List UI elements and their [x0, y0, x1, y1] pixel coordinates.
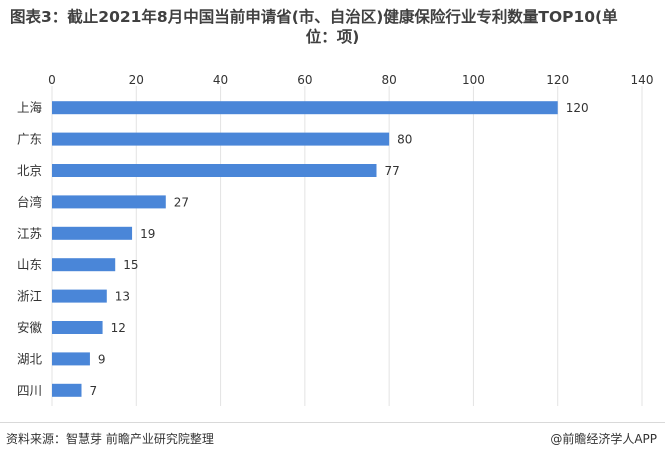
bars: [52, 101, 558, 397]
data-label: 7: [90, 384, 98, 398]
bar: [52, 101, 558, 115]
bar: [52, 321, 103, 334]
x-tick-label: 100: [462, 73, 485, 87]
data-label: 12: [111, 321, 126, 335]
data-label: 27: [174, 195, 189, 209]
chart-title-line-1: 图表3：截止2021年8月中国当前申请省(市、自治区)健康保险行业专利数量TOP…: [10, 8, 618, 26]
data-label: 77: [385, 164, 400, 178]
x-axis-ticks: 0 20 40 60 80 100 120 140: [48, 73, 653, 87]
data-labels: 120 80 77 27 19 15 13 12 9 7: [90, 101, 589, 398]
brand-credit: @前瞻经济学人APP: [550, 432, 657, 446]
data-label: 120: [566, 101, 589, 115]
data-label: 13: [115, 290, 130, 304]
bar: [52, 164, 377, 177]
x-tick-label: 60: [297, 73, 312, 87]
source-note: 资料来源：智慧芽 前瞻产业研究院整理: [6, 432, 214, 446]
data-label: 19: [140, 227, 155, 241]
data-label: 80: [397, 133, 412, 147]
x-tick-label: 80: [382, 73, 397, 87]
category-label: 上海: [17, 100, 43, 115]
bar: [52, 195, 166, 209]
bar-chart: 0 20 40 60 80 100 120 140 上海广东北京台湾江苏山东浙江安徽湖北四川 …: [17, 73, 653, 406]
x-tick-label: 120: [546, 73, 569, 87]
chart-title-line-2: 位：项): [305, 28, 360, 46]
footer-divider: [0, 422, 665, 423]
x-tick-label: 0: [48, 73, 56, 87]
category-label: 台湾: [17, 194, 42, 209]
category-label: 北京: [17, 163, 42, 178]
data-label: 15: [123, 258, 138, 272]
category-label: 四川: [17, 383, 42, 398]
footer: 资料来源：智慧芽 前瞻产业研究院整理 @前瞻经济学人APP: [0, 430, 665, 452]
x-tick-label: 20: [129, 73, 144, 87]
x-tick-label: 40: [213, 73, 228, 87]
category-label: 江苏: [17, 226, 42, 241]
bar: [52, 132, 390, 146]
bar: [52, 226, 133, 240]
data-label: 9: [98, 352, 106, 366]
category-label: 山东: [17, 257, 42, 272]
bar: [52, 383, 82, 397]
bar: [52, 352, 90, 366]
category-label: 湖北: [17, 351, 43, 366]
category-label: 广东: [17, 132, 42, 147]
bar: [52, 258, 116, 272]
chart-title: 图表3：截止2021年8月中国当前申请省(市、自治区)健康保险行业专利数量TOP…: [10, 7, 655, 47]
bar: [52, 289, 107, 303]
category-label: 安徽: [17, 320, 43, 335]
x-tick-label: 140: [631, 73, 654, 87]
category-label: 浙江: [17, 289, 42, 304]
